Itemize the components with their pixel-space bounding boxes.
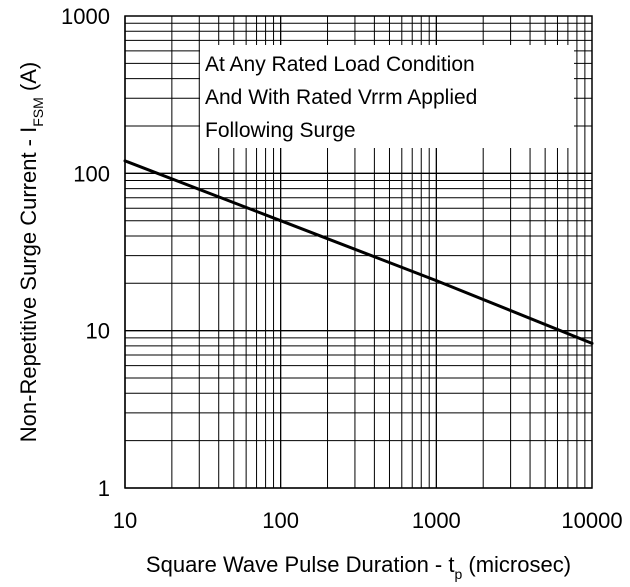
series-point — [279, 219, 283, 223]
y-axis-label-suffix: (A) — [16, 62, 41, 97]
annotation-line-3: Following Surge — [205, 119, 356, 142]
x-tick-labels: 10 100 1000 10000 — [113, 508, 623, 533]
y-tick-label-1000: 1000 — [61, 4, 110, 29]
y-tick-label-100: 100 — [73, 161, 110, 186]
y-axis-label: Non-Repetitive Surge Current - IFSM (A) — [16, 62, 46, 442]
x-axis-label: Square Wave Pulse Duration - tp (microse… — [146, 552, 571, 582]
series-point — [590, 341, 594, 345]
x-axis-label-suffix: (microsec) — [462, 552, 571, 577]
y-axis-label-main: Non-Repetitive Surge Current - I — [16, 127, 41, 442]
series-point — [434, 279, 438, 283]
y-tick-label-10: 10 — [86, 319, 110, 344]
x-tick-label-1000: 1000 — [412, 508, 461, 533]
x-tick-label-10: 10 — [113, 508, 137, 533]
y-axis-label-subscript: FSM — [30, 97, 46, 127]
x-tick-label-100: 100 — [262, 508, 299, 533]
annotation-line-1: At Any Rated Load Condition — [205, 53, 475, 76]
plot-frame — [124, 15, 593, 489]
series-group — [123, 159, 594, 345]
y-tick-labels: 1 10 100 1000 — [61, 4, 110, 501]
y-tick-label-1: 1 — [98, 476, 110, 501]
annotation-background — [200, 45, 574, 148]
x-tick-label-10000: 10000 — [561, 508, 622, 533]
annotation-line-2: And With Rated Vrrm Applied — [205, 86, 477, 109]
series-point — [123, 159, 127, 163]
series-line-0 — [124, 159, 593, 345]
x-axis-label-subscript: p — [454, 566, 462, 582]
annotation-box: At Any Rated Load Condition And With Rat… — [200, 45, 574, 148]
x-axis-label-main: Square Wave Pulse Duration - t — [146, 552, 455, 577]
